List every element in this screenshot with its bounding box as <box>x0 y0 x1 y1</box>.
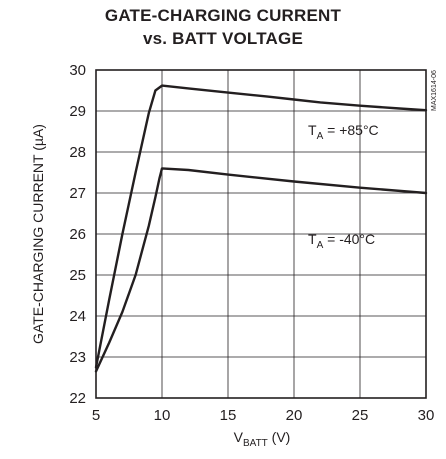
y-tick-label: 27 <box>69 185 86 202</box>
series-label-minus40c: TA = -40°C <box>308 231 375 251</box>
series-line-0 <box>94 84 428 369</box>
figure-code: MAX1614-06 <box>431 70 438 111</box>
series-line-1 <box>94 167 428 373</box>
y-tick-label: 30 <box>69 62 86 79</box>
y-tick-label: 23 <box>69 349 86 366</box>
x-axis-label: VBATT (V) <box>234 429 291 449</box>
x-tick-label: 30 <box>418 407 435 424</box>
x-tick-labels: 5 10 15 20 25 30 <box>92 407 435 424</box>
grid <box>96 70 426 398</box>
x-tick-label: 5 <box>92 407 100 424</box>
series-label-85c: TA = +85°C <box>308 122 379 142</box>
y-tick-label: 22 <box>69 390 86 407</box>
y-tick-label: 28 <box>69 144 86 161</box>
x-tick-label: 25 <box>352 407 369 424</box>
x-tick-label: 20 <box>286 407 303 424</box>
y-tick-label: 26 <box>69 226 86 243</box>
y-axis-label: GATE-CHARGING CURRENT (µA) <box>30 124 46 344</box>
y-tick-label: 24 <box>69 308 86 325</box>
chart-title-line-1: GATE-CHARGING CURRENT <box>104 6 342 25</box>
series-lines <box>94 84 428 373</box>
x-tick-label: 15 <box>220 407 237 424</box>
y-tick-labels: 22 23 24 25 26 27 28 29 30 <box>69 62 86 407</box>
y-tick-label: 29 <box>69 103 86 120</box>
y-tick-label: 25 <box>69 267 86 284</box>
x-tick-label: 10 <box>154 407 171 424</box>
chart-title-line-2: vs. BATT VOLTAGE <box>143 29 303 48</box>
